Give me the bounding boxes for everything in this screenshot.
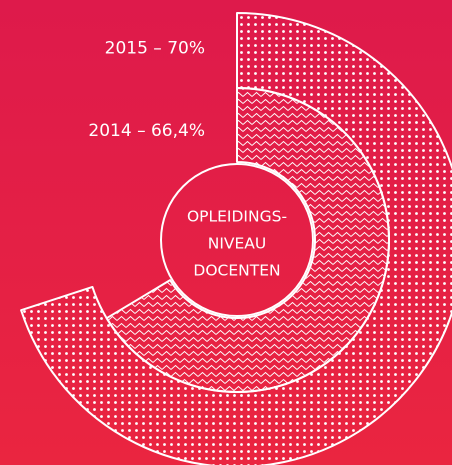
- value-label: 2015 – 70%: [105, 39, 205, 59]
- center-title: OPLEIDINGS-: [187, 208, 287, 226]
- value-label: 2014 – 66,4%: [88, 121, 205, 141]
- center-title: NIVEAU: [208, 235, 267, 253]
- center-circle: [160, 163, 314, 317]
- center-title: DOCENTEN: [193, 262, 280, 280]
- ring-bar: [105, 87, 390, 393]
